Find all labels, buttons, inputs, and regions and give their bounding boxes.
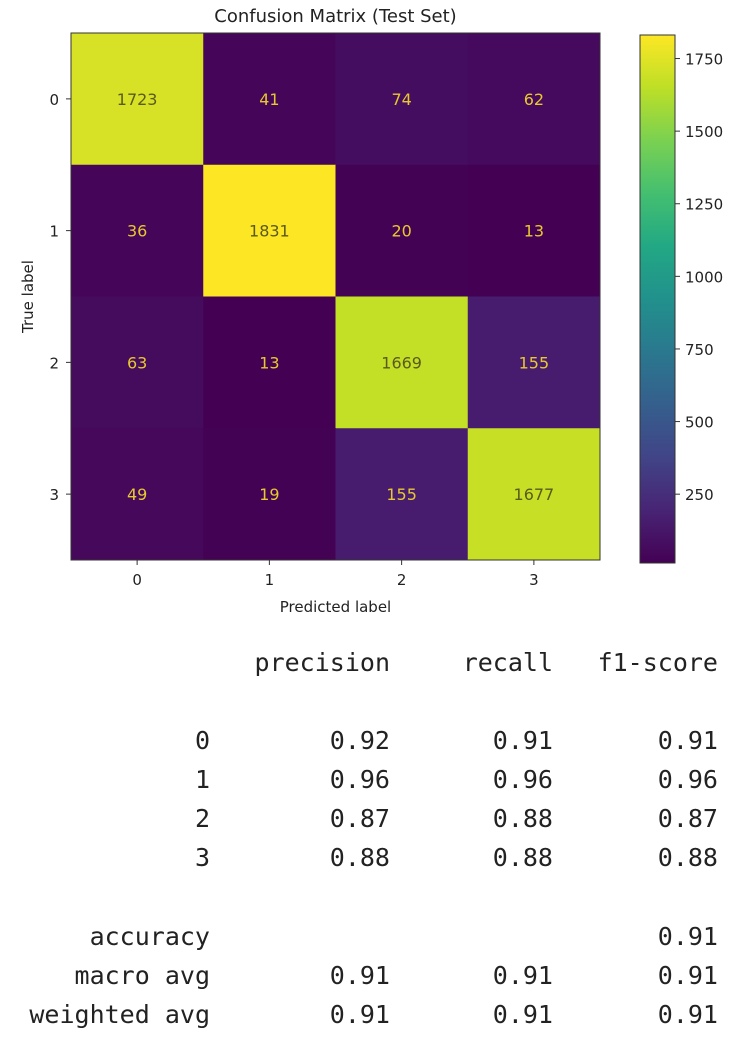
report-row: 1 0.96 0.96 0.96 xyxy=(0,765,732,804)
report-cell-f1: 0.91 xyxy=(657,922,718,951)
report-cell-recall: 0.91 xyxy=(492,961,553,990)
cell-value: 13 xyxy=(524,222,544,241)
colorbar xyxy=(639,34,676,564)
cell-value: 63 xyxy=(127,353,147,372)
report-cell-precision: 0.87 xyxy=(329,804,390,833)
matrix-cell xyxy=(335,428,469,561)
matrix-cell xyxy=(203,296,336,429)
x-tick-label: 0 xyxy=(132,571,142,589)
matrix-cell xyxy=(467,33,601,166)
cell-value: 20 xyxy=(391,222,411,241)
report-cell-recall: 0.88 xyxy=(492,804,553,833)
report-cell-f1: 0.87 xyxy=(657,804,718,833)
report-cell-recall: 0.96 xyxy=(492,765,553,794)
colorbar-tick-label: 500 xyxy=(685,414,714,432)
report-cell-label: 0 xyxy=(194,726,210,755)
cell-value: 13 xyxy=(259,353,279,372)
chart-title: Confusion Matrix (Test Set) xyxy=(214,6,456,27)
report-cell-f1: 0.91 xyxy=(657,726,718,755)
report-header: precision recall f1-score xyxy=(0,648,732,687)
report-cell-f1: 0.96 xyxy=(657,765,718,794)
report-cell-recall: 0.91 xyxy=(492,726,553,755)
matrix-cell xyxy=(203,428,336,561)
x-tick-label: 3 xyxy=(529,571,539,589)
report-cell-label: macro avg xyxy=(74,961,210,990)
report-row: weighted avg 0.91 0.91 0.91 xyxy=(0,1000,732,1039)
y-tick-label: 0 xyxy=(49,91,59,109)
report-cell-recall: 0.91 xyxy=(492,1000,553,1029)
cell-value: 155 xyxy=(519,353,550,372)
cell-value: 1677 xyxy=(514,485,555,504)
cell-value: 1831 xyxy=(249,222,290,241)
colorbar-tick-label: 250 xyxy=(685,486,714,504)
matrix-cell xyxy=(71,33,204,166)
report-row: 3 0.88 0.88 0.88 xyxy=(0,843,732,882)
matrix-frame xyxy=(70,32,601,561)
y-tick-label: 1 xyxy=(49,223,59,241)
header-f1: f1-score xyxy=(597,648,718,677)
matrix-cell xyxy=(335,164,469,297)
report-row: 2 0.87 0.88 0.87 xyxy=(0,804,732,843)
colorbar-tick-label: 1000 xyxy=(685,268,723,286)
matrix-cell xyxy=(71,164,204,297)
report-cell-recall: 0.88 xyxy=(492,843,553,872)
matrix-cell xyxy=(335,296,469,429)
matrix-cell xyxy=(467,296,601,429)
matrix-cell xyxy=(203,164,336,297)
cell-value: 155 xyxy=(386,485,417,504)
x-tick-label: 2 xyxy=(397,571,407,589)
matrix-cell xyxy=(467,164,601,297)
report-cell-label: weighted avg xyxy=(29,1000,210,1029)
matrix-cell xyxy=(71,428,204,561)
y-tick-label: 2 xyxy=(49,354,59,372)
report-row: macro avg 0.91 0.91 0.91 xyxy=(0,961,732,1000)
report-cell-f1: 0.91 xyxy=(657,961,718,990)
header-recall: recall xyxy=(462,648,553,677)
report-cell-precision: 0.96 xyxy=(329,765,390,794)
cell-value: 1723 xyxy=(117,90,158,109)
cell-value: 1669 xyxy=(381,353,422,372)
report-cell-label: 1 xyxy=(194,765,210,794)
report-row: 0 0.92 0.91 0.91 xyxy=(0,726,732,765)
cell-value: 19 xyxy=(259,485,279,504)
colorbar-tick-label: 1500 xyxy=(685,123,723,141)
header-precision: precision xyxy=(254,648,390,677)
cell-value: 74 xyxy=(391,90,411,109)
report-cell-label: accuracy xyxy=(89,922,210,951)
colorbar-tick-label: 750 xyxy=(685,341,714,359)
report-cell-precision: 0.88 xyxy=(329,843,390,872)
report-cell-label: 2 xyxy=(194,804,210,833)
colorbar-tick-label: 1750 xyxy=(685,51,723,69)
report-cell-precision: 0.92 xyxy=(329,726,390,755)
x-axis-label: Predicted label xyxy=(280,598,391,616)
report-cell-f1: 0.91 xyxy=(657,1000,718,1029)
report-cell-precision: 0.91 xyxy=(329,961,390,990)
report-cell-precision: 0.91 xyxy=(329,1000,390,1029)
cell-value: 36 xyxy=(127,222,147,241)
y-axis-label: True label xyxy=(19,260,37,334)
x-tick-label: 1 xyxy=(265,571,275,589)
matrix-cell xyxy=(335,33,469,166)
matrix-cell xyxy=(71,296,204,429)
matrix-cell xyxy=(467,428,601,561)
report-cell-f1: 0.88 xyxy=(657,843,718,872)
colorbar-tick-label: 1250 xyxy=(685,196,723,214)
y-tick-label: 3 xyxy=(49,486,59,504)
cell-value: 62 xyxy=(524,90,544,109)
matrix-cell xyxy=(203,33,336,166)
cell-value: 41 xyxy=(259,90,279,109)
report-row: accuracy 0.91 xyxy=(0,922,732,961)
confusion-matrix-chart: Confusion Matrix (Test Set) 1723 41 74 62 36 1… xyxy=(19,6,723,616)
report-cell-label: 3 xyxy=(194,843,210,872)
cell-value: 49 xyxy=(127,485,147,504)
